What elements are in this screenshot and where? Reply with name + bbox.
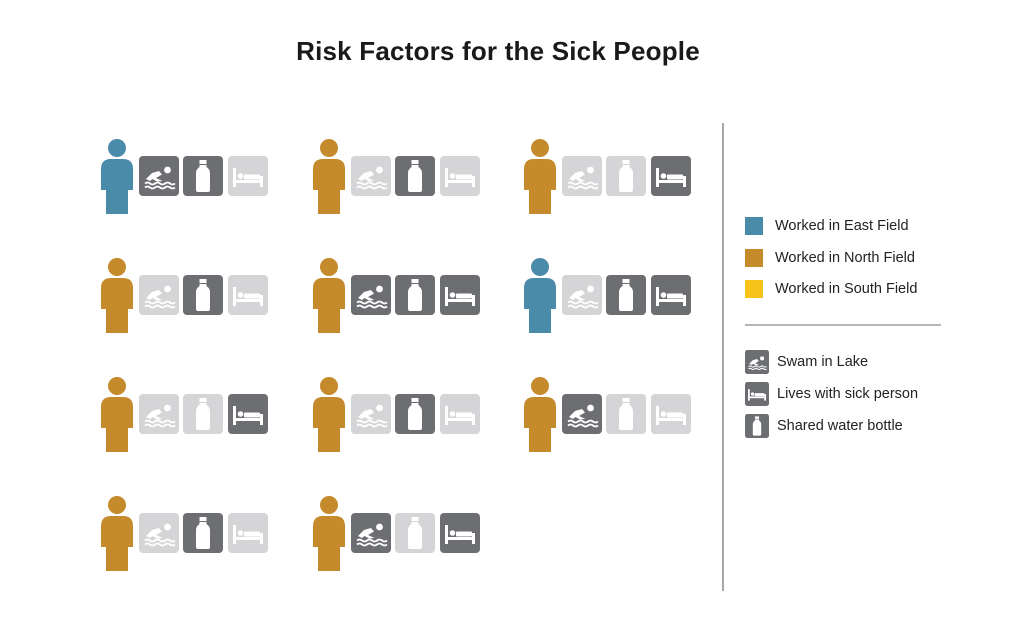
- swim-icon: [139, 156, 179, 196]
- person-10: [99, 495, 309, 575]
- person-figure-icon: [313, 377, 345, 452]
- bed-icon: [745, 382, 769, 406]
- south-field-swatch: [745, 280, 763, 298]
- person-4: [99, 257, 309, 337]
- person-figure-icon: [101, 496, 133, 571]
- bottle-icon: [395, 156, 435, 196]
- people-grid: [99, 138, 691, 575]
- bed-icon: [651, 394, 691, 434]
- bottle-icon: [606, 275, 646, 315]
- bed-icon: [228, 156, 268, 196]
- bottle-icon: [745, 414, 769, 438]
- person-figure-icon: [524, 377, 556, 452]
- bed-icon: [651, 156, 691, 196]
- legend-label: Worked in East Field: [775, 218, 909, 234]
- bed-icon: [228, 275, 268, 315]
- swim-icon: [139, 394, 179, 434]
- person-6: [522, 257, 732, 337]
- swim-icon: [562, 275, 602, 315]
- bottle-icon: [606, 156, 646, 196]
- legend-label: Swam in Lake: [777, 354, 869, 370]
- swim-icon: [139, 513, 179, 553]
- person-8: [311, 376, 521, 456]
- legend-separator: [745, 324, 941, 326]
- bed-icon: [440, 275, 480, 315]
- bottle-icon: [395, 513, 435, 553]
- person-figure-icon: [524, 139, 556, 214]
- person-figure-icon: [101, 258, 133, 333]
- person-figure-icon: [101, 139, 133, 214]
- person-3: [522, 138, 732, 218]
- bottle-icon: [183, 156, 223, 196]
- bottle-icon: [395, 394, 435, 434]
- person-2: [311, 138, 521, 218]
- person-figure-icon: [313, 139, 345, 214]
- swim-icon: [351, 513, 391, 553]
- legend-label: Worked in North Field: [775, 250, 915, 266]
- legend-label: Worked in South Field: [775, 281, 918, 297]
- person-figure-icon: [313, 496, 345, 571]
- person-1: [99, 138, 309, 218]
- swim-icon: [351, 156, 391, 196]
- bed-icon: [228, 513, 268, 553]
- person-11: [311, 495, 521, 575]
- swim-icon: [562, 156, 602, 196]
- person-7: [99, 376, 309, 456]
- swim-icon: [745, 350, 769, 374]
- person-figure-icon: [313, 258, 345, 333]
- bed-icon: [651, 275, 691, 315]
- bed-icon: [440, 513, 480, 553]
- east-field-swatch: [745, 217, 763, 235]
- divider: [722, 123, 724, 591]
- person-figure-icon: [101, 377, 133, 452]
- bottle-icon: [183, 394, 223, 434]
- person-5: [311, 257, 521, 337]
- person-figure-icon: [524, 258, 556, 333]
- chart-title: Risk Factors for the Sick People: [296, 36, 700, 66]
- bed-icon: [440, 156, 480, 196]
- bed-icon: [440, 394, 480, 434]
- swim-icon: [351, 394, 391, 434]
- person-9: [522, 376, 732, 456]
- bottle-icon: [183, 275, 223, 315]
- swim-icon: [351, 275, 391, 315]
- swim-icon: [139, 275, 179, 315]
- swim-icon: [562, 394, 602, 434]
- bottle-icon: [183, 513, 223, 553]
- legend-label: Shared water bottle: [777, 418, 903, 434]
- bottle-icon: [395, 275, 435, 315]
- legend-label: Lives with sick person: [777, 386, 919, 402]
- bed-icon: [228, 394, 268, 434]
- north-field-swatch: [745, 249, 763, 267]
- bottle-icon: [606, 394, 646, 434]
